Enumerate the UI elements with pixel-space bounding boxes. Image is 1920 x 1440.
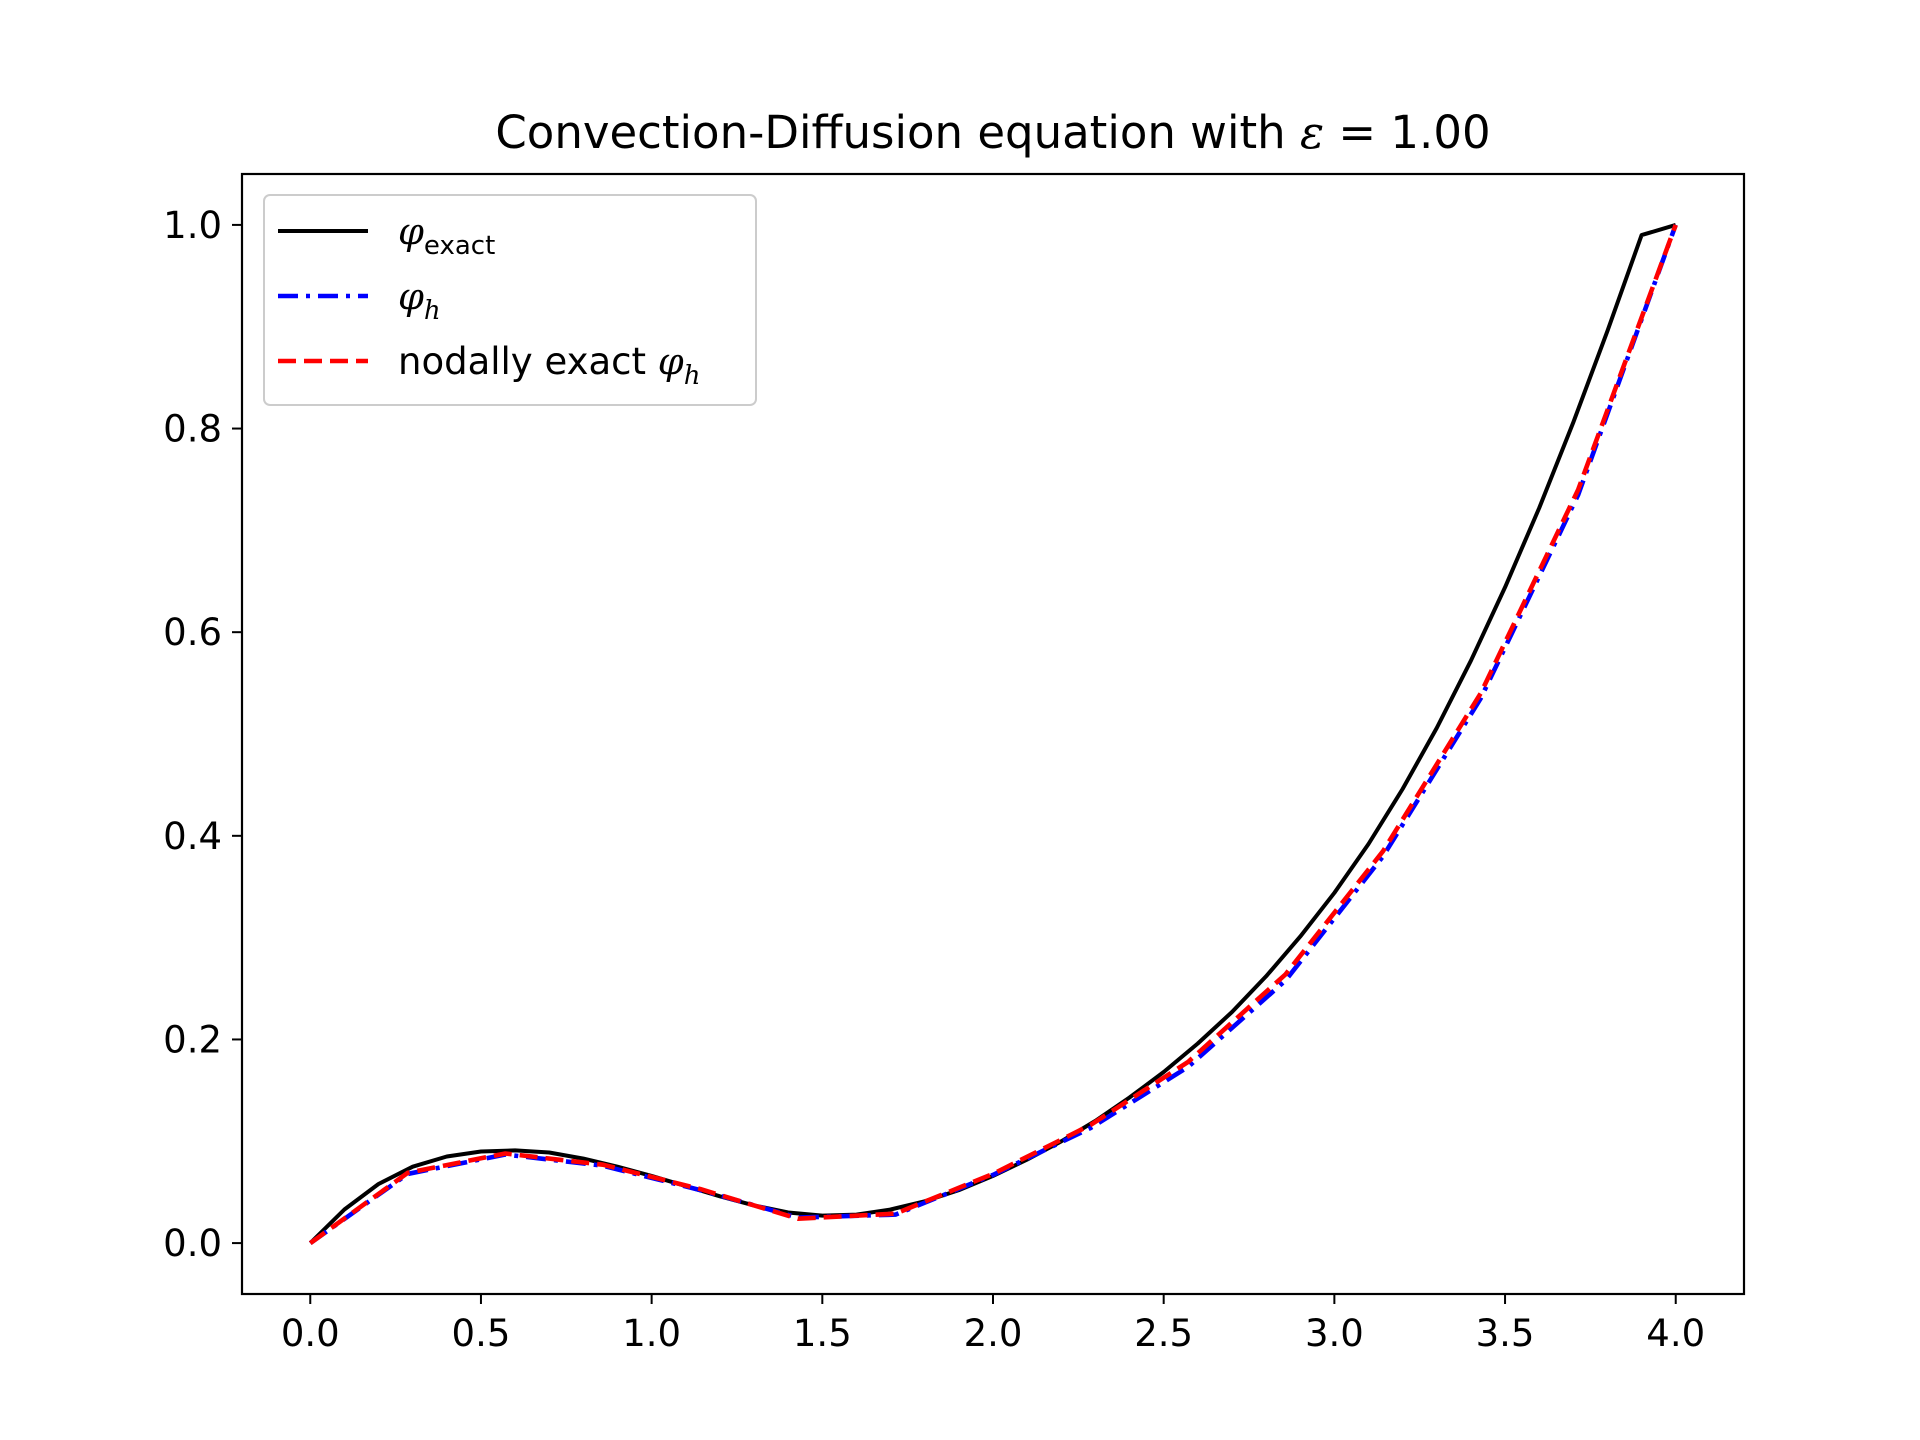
- y-tick-label: 0.2: [163, 1018, 222, 1061]
- legend-label-fem: φh: [398, 275, 441, 326]
- plot-lines: [308, 222, 1678, 1245]
- y-tick-label: 1.0: [163, 204, 222, 247]
- legend-label-nodal: nodally exact φh: [398, 340, 700, 391]
- series-line-fem: [308, 224, 1678, 1245]
- x-tick-label: 4.0: [1646, 1312, 1705, 1355]
- x-tick-label: 2.5: [1134, 1312, 1193, 1355]
- legend-label-exact: φexact: [398, 210, 495, 261]
- x-tick-label: 0.5: [452, 1312, 511, 1355]
- y-axis: 0.0 0.2 0.4 0.6 0.8 1.0: [163, 204, 242, 1265]
- x-tick-label: 3.0: [1305, 1312, 1364, 1355]
- x-tick-label: 3.5: [1476, 1312, 1535, 1355]
- chart-title: Convection-Diffusion equation with ε = 1…: [495, 106, 1490, 159]
- series-line-nodal: [308, 224, 1678, 1245]
- y-tick-label: 0.6: [163, 611, 222, 654]
- x-tick-label: 1.0: [622, 1312, 681, 1355]
- x-axis: 0.0 0.5 1.0 1.5 2.0 2.5 3.0 3.5 4.0: [281, 1294, 1705, 1355]
- x-tick-label: 1.5: [793, 1312, 852, 1355]
- legend: φexact φh nodally exact φh: [263, 194, 757, 406]
- y-tick-label: 0.0: [163, 1222, 222, 1265]
- y-tick-label: 0.4: [163, 815, 222, 858]
- y-tick-label: 0.8: [163, 408, 222, 451]
- legend-box: [263, 194, 757, 406]
- x-tick-label: 0.0: [281, 1312, 340, 1355]
- x-tick-label: 2.0: [964, 1312, 1023, 1355]
